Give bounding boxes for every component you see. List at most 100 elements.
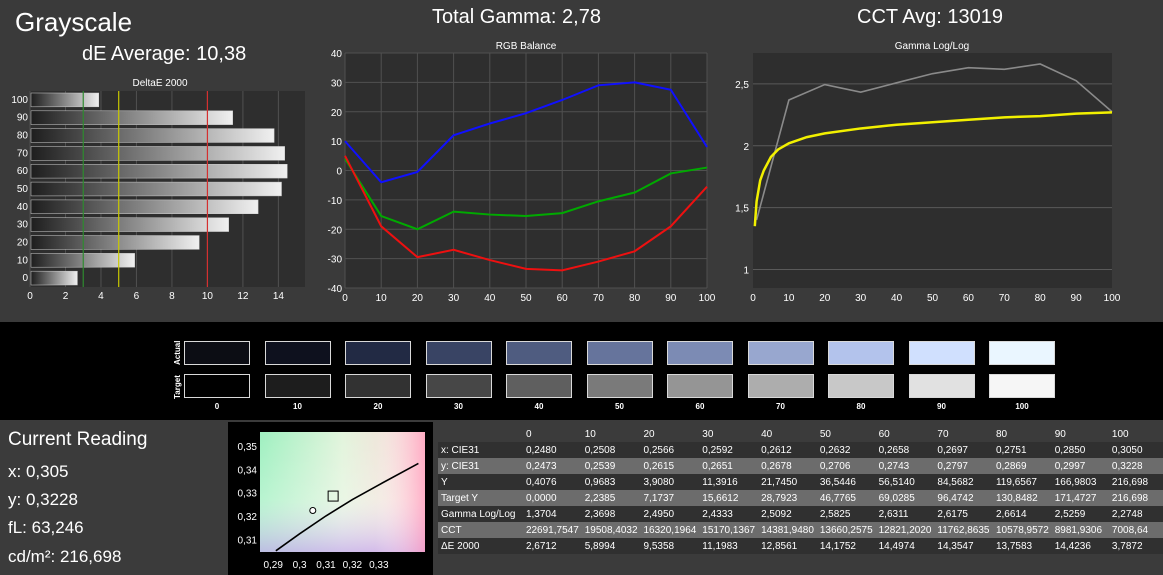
actual-swatch bbox=[747, 341, 814, 365]
rgb-x-tick: 100 bbox=[699, 293, 715, 304]
deltae-x-tick: 4 bbox=[98, 291, 104, 302]
table-cell: 12,8561 bbox=[761, 540, 798, 552]
actual-swatch bbox=[506, 341, 572, 365]
target-swatch bbox=[506, 374, 572, 398]
deltae-bar bbox=[30, 110, 233, 125]
table-cell: 0,2797 bbox=[937, 460, 968, 472]
rgb-x-tick: 40 bbox=[484, 293, 496, 304]
actual-swatch bbox=[667, 341, 733, 365]
table-cell: 7,1737 bbox=[643, 492, 675, 504]
table-header-cell: 40 bbox=[761, 428, 773, 440]
deltae-x-tick: 6 bbox=[134, 291, 140, 302]
swatch-label: 80 bbox=[856, 402, 866, 411]
table-cell: 0,2850 bbox=[1054, 444, 1086, 456]
reading-fl: fL: 63,246 bbox=[8, 518, 84, 537]
table-cell: 11762,8635 bbox=[937, 524, 990, 536]
gamma-series-line bbox=[753, 111, 1113, 227]
table-cell: 9,5358 bbox=[643, 540, 675, 552]
deltae-y-tick: 0 bbox=[22, 273, 28, 284]
cie-y-tick: 0,31 bbox=[238, 535, 258, 546]
reading-x: x: 0,305 bbox=[8, 462, 69, 481]
rgb-y-tick: 40 bbox=[331, 49, 343, 60]
white-point-target bbox=[327, 490, 339, 502]
cie-x-tick: 0,3 bbox=[293, 560, 307, 571]
swatch-label: 10 bbox=[293, 402, 302, 411]
actual-swatch bbox=[264, 341, 331, 365]
table-row-label: ΔE 2000 bbox=[441, 540, 480, 552]
table-cell: 0,2473 bbox=[525, 460, 557, 472]
table-cell: 84,5682 bbox=[937, 476, 974, 488]
gamma-x-tick: 100 bbox=[1104, 293, 1121, 304]
rgb-x-tick: 10 bbox=[376, 293, 388, 304]
table-row-label: x: CIE31 bbox=[441, 444, 480, 456]
swatch-label: 30 bbox=[454, 402, 463, 411]
swatch-label: 90 bbox=[937, 402, 946, 411]
table-cell: 0,2539 bbox=[584, 460, 616, 472]
table-cell: 0,2612 bbox=[761, 444, 792, 456]
table-row-label: CCT bbox=[441, 524, 462, 536]
table-row: CCT 22691,7547 19508,4032 16320,1964 15170,1… bbox=[438, 522, 1163, 538]
deltae-x-tick: 14 bbox=[273, 291, 285, 302]
swatch-label: 20 bbox=[373, 402, 383, 411]
cie-x-tick: 0,31 bbox=[316, 560, 336, 571]
target-swatch bbox=[667, 374, 733, 398]
target-swatch bbox=[425, 374, 492, 398]
table-header-cell: 50 bbox=[819, 428, 831, 440]
gamma-series-line bbox=[755, 63, 1113, 221]
rgb-y-tick: 10 bbox=[331, 137, 343, 148]
gamma-x-tick: 40 bbox=[891, 293, 903, 304]
table-cell: 0,2508 bbox=[584, 444, 616, 456]
rgb-x-tick: 30 bbox=[448, 293, 460, 304]
table-cell: 0,2697 bbox=[937, 444, 968, 456]
table-cell: 14,4974 bbox=[878, 540, 915, 552]
rgb-x-tick: 70 bbox=[593, 293, 605, 304]
gamma-x-tick: 30 bbox=[855, 293, 867, 304]
table-cell: 13660,2575 bbox=[819, 524, 873, 536]
gamma-x-tick: 0 bbox=[750, 293, 756, 304]
data-table-panel: 0 10 20 30 40 50 60 70 80 90 100 x: CIE31 0,2480 0,2… bbox=[438, 426, 1163, 575]
planckian-locus bbox=[275, 462, 419, 552]
actual-swatch bbox=[989, 341, 1055, 365]
table-cell: 0,2997 bbox=[1054, 460, 1086, 472]
target-swatch bbox=[828, 374, 894, 398]
deltae-y-tick: 30 bbox=[17, 220, 29, 231]
table-cell: 96,4742 bbox=[937, 492, 974, 504]
target-swatch bbox=[747, 374, 814, 398]
deltae-y-tick: 40 bbox=[17, 202, 29, 213]
rgb-series-line bbox=[344, 158, 708, 231]
table-cell: 14,3547 bbox=[937, 540, 974, 552]
table-cell: 0,4076 bbox=[525, 476, 557, 488]
actual-swatch bbox=[828, 341, 894, 365]
swatch-label: 0 bbox=[214, 402, 220, 411]
table-cell: 15,6612 bbox=[702, 492, 739, 504]
deltae-y-tick: 10 bbox=[17, 255, 29, 266]
table-cell: 2,6311 bbox=[878, 508, 909, 520]
de-average-label: dE Average: 10,38 bbox=[82, 43, 247, 65]
gamma-x-tick: 80 bbox=[1035, 293, 1047, 304]
target-swatch bbox=[184, 374, 250, 398]
table-cell: 11,3916 bbox=[702, 476, 738, 488]
table-cell: 13,7583 bbox=[995, 540, 1033, 552]
deltae-chart: DeltaE 2000 0 2 4 6 8 10 12 14 1009080706050403… bbox=[11, 78, 305, 302]
target-row-label: Target bbox=[173, 375, 182, 399]
cie-x-tick: 0,32 bbox=[343, 560, 363, 571]
table-header-row: 0 10 20 30 40 50 60 70 80 90 100 bbox=[438, 426, 1163, 442]
gamma-plot-area bbox=[753, 53, 1112, 288]
table-cell: 2,6614 bbox=[995, 508, 1027, 520]
table-cell: 0,2678 bbox=[761, 460, 792, 472]
rgb-y-tick: 20 bbox=[331, 108, 343, 119]
deltae-x-tick: 2 bbox=[63, 291, 69, 302]
deltae-y-tick: 20 bbox=[17, 237, 29, 248]
deltae-y-tick: 70 bbox=[17, 148, 29, 159]
deltae-bar bbox=[30, 164, 288, 179]
gamma-chart: Gamma Log/Log 0 10 20 30 40 50 60 70 80 90 100 2,5… bbox=[735, 41, 1121, 304]
table-cell: 0,2615 bbox=[643, 460, 675, 472]
table-cell: 56,5140 bbox=[878, 476, 915, 488]
table-cell: 166,9803 bbox=[1054, 476, 1097, 488]
deltae-x-tick: 8 bbox=[169, 291, 175, 302]
table-cell: 0,2651 bbox=[702, 460, 733, 472]
deltae-y-tick: 80 bbox=[17, 131, 29, 142]
target-swatch bbox=[345, 374, 411, 398]
table-header-cell: 70 bbox=[937, 428, 949, 440]
table-row: Y 0,4076 0,9683 3,9080 11,3916 21,7450 36,5446… bbox=[438, 474, 1163, 490]
